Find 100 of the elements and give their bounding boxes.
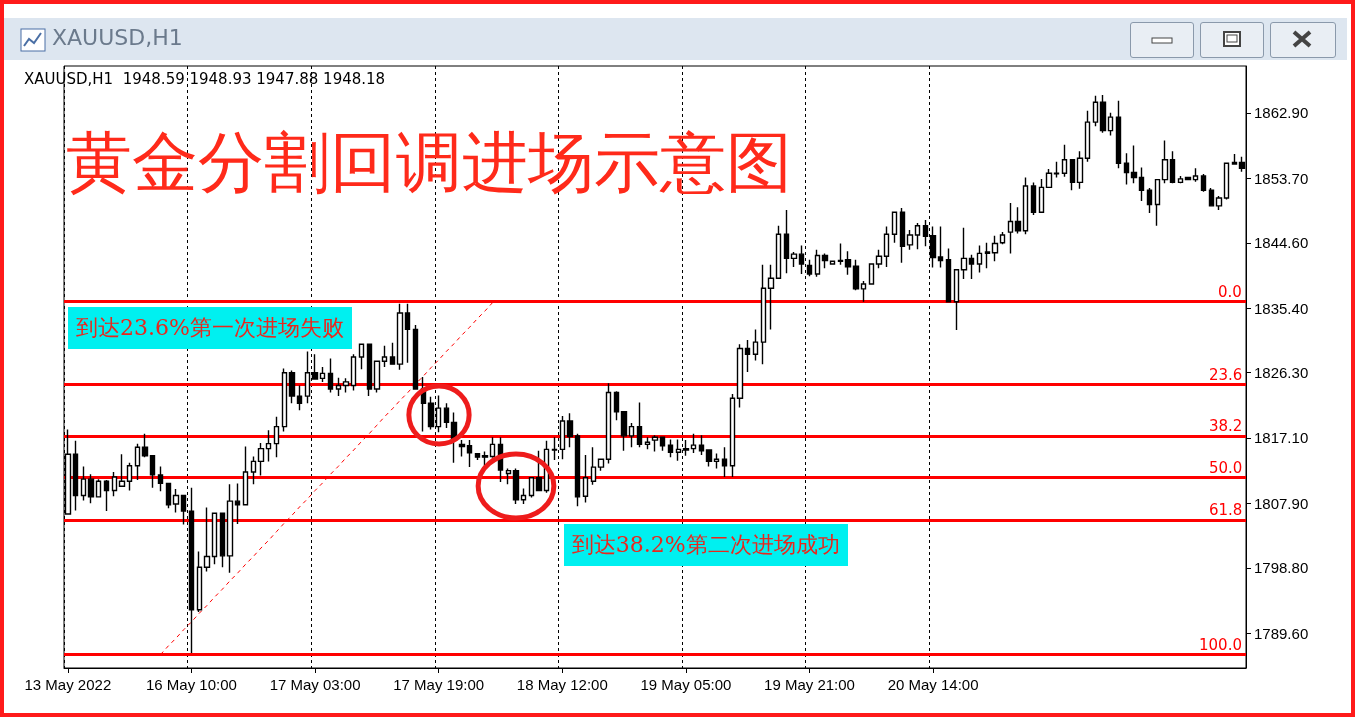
candlestick (945, 247, 952, 303)
candlestick (234, 482, 241, 525)
x-tick-label: 17 May 19:00 (393, 676, 485, 693)
candlestick (103, 479, 110, 512)
candlestick (860, 280, 867, 303)
candlestick (1076, 150, 1084, 190)
candlestick (1038, 178, 1045, 214)
candlestick (705, 448, 713, 468)
candlestick (1099, 94, 1107, 134)
candlestick (644, 436, 651, 451)
candlestick (350, 353, 357, 392)
candlestick (373, 360, 381, 394)
x-tick-label: 20 May 14:00 (887, 676, 979, 693)
annotation: 0.0 (1218, 282, 1242, 301)
candlestick (1161, 139, 1169, 184)
candlestick (891, 210, 898, 244)
candlestick (968, 254, 975, 280)
candlestick (242, 445, 249, 507)
candlestick (366, 343, 373, 397)
y-tick-label: 1798.80 (1254, 559, 1309, 577)
candlestick (628, 422, 635, 448)
y-tick-label: 1817.10 (1254, 429, 1309, 447)
candlestick (760, 264, 767, 365)
candlestick (597, 458, 605, 472)
candlestick (906, 229, 914, 251)
candlestick (1192, 167, 1199, 183)
candlestick (327, 357, 334, 394)
candlestick (991, 234, 999, 262)
candlestick (528, 477, 535, 499)
candlestick (466, 439, 473, 468)
candlestick (713, 452, 720, 470)
candlestick (790, 251, 798, 268)
candlestick (999, 231, 1006, 245)
candlestick (1107, 112, 1114, 137)
annotation: 23.6 (1209, 365, 1243, 384)
candlestick (381, 345, 388, 368)
candlestick (288, 369, 296, 404)
candlestick (412, 324, 419, 390)
candlestick (335, 376, 342, 397)
candlestick (1208, 187, 1215, 207)
candlestick (296, 384, 303, 411)
candlestick (281, 367, 288, 433)
annotation: 50.0 (1209, 458, 1243, 477)
candlestick (1022, 176, 1029, 235)
candlestick (937, 225, 944, 269)
y-tick-label: 1844.60 (1254, 234, 1309, 252)
annotation: 100.0 (1199, 635, 1242, 654)
candlestick (443, 402, 450, 429)
candlestick (1231, 153, 1238, 166)
candlestick (458, 439, 466, 458)
y-tick-label: 1835.40 (1254, 299, 1309, 317)
y-tick-label: 1807.90 (1254, 494, 1309, 512)
candlestick (1169, 150, 1176, 184)
candlestick (844, 250, 852, 276)
candlestick (744, 339, 751, 373)
candlestick (126, 462, 133, 492)
x-tick-label: 16 May 10:00 (146, 676, 237, 693)
candlestick (265, 429, 272, 463)
candlestick (72, 440, 79, 512)
candlestick (1146, 187, 1153, 214)
candlestick (273, 415, 280, 458)
candlestick (404, 303, 411, 364)
candlestick (1130, 144, 1138, 184)
candlestick (342, 377, 350, 394)
candlestick (667, 438, 674, 458)
candlestick (698, 434, 705, 456)
x-tick-label: 18 May 12:00 (516, 676, 608, 693)
candlestick (1138, 166, 1145, 202)
y-tick-label: 1853.70 (1254, 169, 1309, 187)
chart-subtitle: XAUUSD,H1 (52, 25, 183, 50)
candlestick (1053, 161, 1060, 179)
candlestick (721, 446, 728, 478)
candlestick (319, 366, 326, 383)
candlestick (520, 487, 527, 505)
candlestick (821, 252, 829, 270)
candlestick (736, 343, 744, 409)
x-tick-label: 13 May 2022 (24, 676, 112, 693)
candlestick (226, 483, 234, 574)
candlestick (574, 433, 581, 507)
candlestick (1030, 181, 1037, 216)
candlestick (1154, 178, 1161, 227)
y-tick-label: 1862.90 (1254, 104, 1309, 122)
candlestick (914, 222, 921, 250)
candlestick (636, 401, 643, 448)
candlestick (1177, 175, 1184, 184)
candlestick (1200, 173, 1207, 193)
candlestick (87, 473, 95, 504)
candlestick (852, 259, 860, 292)
y-tick-label: 1789.60 (1254, 624, 1309, 642)
candlestick (590, 446, 597, 486)
candlestick (868, 262, 875, 285)
candlestick (250, 455, 257, 485)
candlestick (783, 209, 790, 274)
candlestick (690, 433, 697, 454)
candlestick (512, 467, 520, 505)
candlestick (80, 465, 87, 502)
x-tick-label: 19 May 21:00 (764, 676, 855, 693)
annotation: 38.2 (1209, 416, 1243, 435)
candlestick (1115, 100, 1122, 169)
annotation: 到达23.6%第一次进场失败 (68, 306, 352, 349)
